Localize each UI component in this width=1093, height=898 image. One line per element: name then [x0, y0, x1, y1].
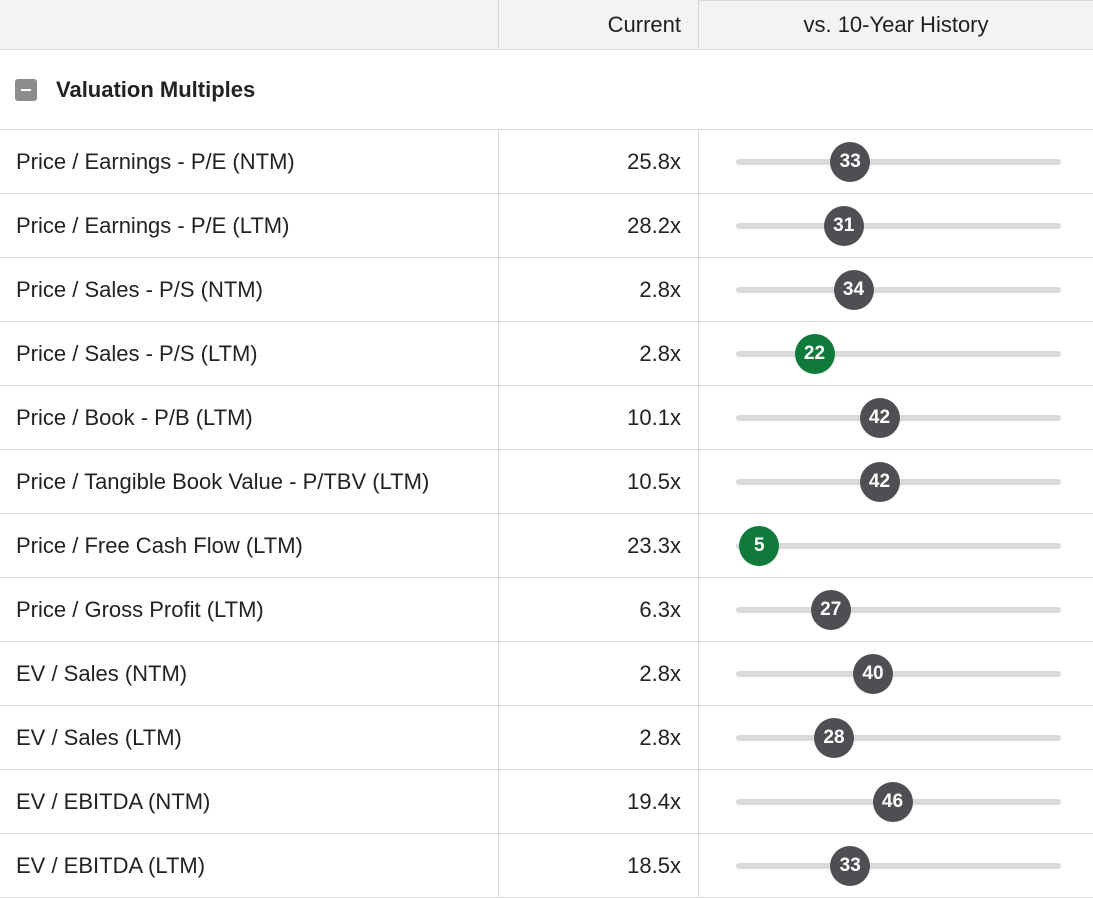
metric-label: Price / Earnings - P/E (LTM)	[0, 194, 499, 257]
history-slider: 22	[699, 322, 1093, 385]
percentile-marker: 28	[814, 718, 854, 758]
metric-label: Price / Book - P/B (LTM)	[0, 386, 499, 449]
metric-label: EV / EBITDA (NTM)	[0, 770, 499, 833]
table-row[interactable]: EV / Sales (LTM) 2.8x 28	[0, 706, 1093, 770]
history-slider: 46	[699, 770, 1093, 833]
table-row[interactable]: Price / Tangible Book Value - P/TBV (LTM…	[0, 450, 1093, 514]
percentile-marker: 40	[853, 654, 893, 694]
slider-track	[736, 543, 1061, 549]
slider-track	[736, 223, 1061, 229]
current-value: 19.4x	[499, 770, 699, 833]
table-header: Current vs. 10-Year History	[0, 0, 1093, 50]
metric-label: EV / Sales (NTM)	[0, 642, 499, 705]
percentile-marker: 22	[794, 334, 835, 374]
table-row[interactable]: Price / Free Cash Flow (LTM) 23.3x 5	[0, 514, 1093, 578]
percentile-marker: 5	[739, 526, 780, 566]
history-slider: 28	[699, 706, 1093, 769]
history-slider: 33	[699, 834, 1093, 897]
header-metric-cell	[0, 0, 499, 49]
slider-track	[736, 287, 1061, 293]
metric-label: Price / Gross Profit (LTM)	[0, 578, 499, 641]
header-current: Current	[499, 0, 699, 49]
table-row[interactable]: EV / Sales (NTM) 2.8x 40	[0, 642, 1093, 706]
collapse-icon[interactable]	[15, 78, 37, 101]
section-title: Valuation Multiples	[56, 76, 256, 102]
percentile-marker: 33	[830, 846, 871, 886]
percentile-marker: 46	[872, 782, 913, 822]
percentile-marker: 42	[859, 398, 900, 438]
metric-label: Price / Tangible Book Value - P/TBV (LTM…	[0, 450, 499, 513]
slider-track	[736, 607, 1061, 613]
current-value: 25.8x	[499, 130, 699, 193]
history-slider: 40	[699, 642, 1093, 705]
current-value: 2.8x	[499, 322, 699, 385]
current-value: 2.8x	[499, 706, 699, 769]
slider-track	[736, 159, 1061, 165]
section-header[interactable]: Valuation Multiples	[0, 50, 1093, 130]
current-value: 10.1x	[499, 386, 699, 449]
table-row[interactable]: Price / Earnings - P/E (LTM) 28.2x 31	[0, 194, 1093, 258]
percentile-marker: 42	[859, 462, 900, 502]
history-slider: 27	[699, 578, 1093, 641]
metric-label: Price / Earnings - P/E (NTM)	[0, 130, 499, 193]
history-slider: 31	[699, 194, 1093, 257]
current-value: 6.3x	[499, 578, 699, 641]
history-slider: 42	[699, 450, 1093, 513]
percentile-marker: 33	[830, 142, 871, 182]
percentile-marker: 27	[810, 590, 851, 630]
current-value: 18.5x	[499, 834, 699, 897]
header-history: vs. 10-Year History	[699, 0, 1093, 49]
metric-label: Price / Sales - P/S (NTM)	[0, 258, 499, 321]
table-row[interactable]: Price / Sales - P/S (LTM) 2.8x 22	[0, 322, 1093, 386]
metric-label: Price / Sales - P/S (LTM)	[0, 322, 499, 385]
history-slider: 33	[699, 130, 1093, 193]
table-row[interactable]: Price / Sales - P/S (NTM) 2.8x 34	[0, 258, 1093, 322]
table-row[interactable]: EV / EBITDA (LTM) 18.5x 33	[0, 834, 1093, 898]
metric-label: EV / EBITDA (LTM)	[0, 834, 499, 897]
history-slider: 5	[699, 514, 1093, 577]
table-row[interactable]: Price / Gross Profit (LTM) 6.3x 27	[0, 578, 1093, 642]
table-row[interactable]: Price / Book - P/B (LTM) 10.1x 42	[0, 386, 1093, 450]
slider-track	[736, 863, 1061, 869]
metric-label: Price / Free Cash Flow (LTM)	[0, 514, 499, 577]
table-row[interactable]: EV / EBITDA (NTM) 19.4x 46	[0, 770, 1093, 834]
percentile-marker: 31	[823, 206, 864, 246]
table-body: Price / Earnings - P/E (NTM) 25.8x 33 Price…	[0, 130, 1093, 898]
history-slider: 42	[699, 386, 1093, 449]
current-value: 28.2x	[499, 194, 699, 257]
slider-track	[736, 351, 1061, 357]
slider-track	[736, 735, 1061, 741]
metric-label: EV / Sales (LTM)	[0, 706, 499, 769]
table-row[interactable]: Price / Earnings - P/E (NTM) 25.8x 33	[0, 130, 1093, 194]
slider-track	[736, 671, 1061, 677]
current-value: 10.5x	[499, 450, 699, 513]
current-value: 23.3x	[499, 514, 699, 577]
current-value: 2.8x	[499, 258, 699, 321]
history-slider: 34	[699, 258, 1093, 321]
current-value: 2.8x	[499, 642, 699, 705]
percentile-marker: 34	[833, 270, 874, 310]
